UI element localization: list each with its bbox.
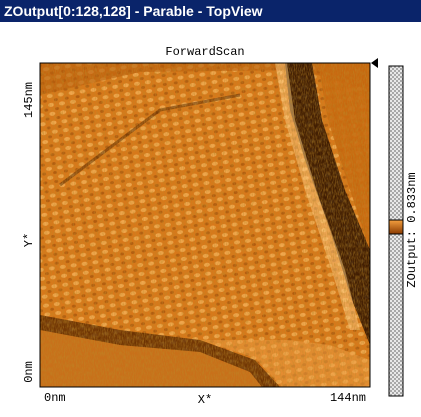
view: ZOutput[0:128,128] - Parable - TopView F… (0, 0, 421, 417)
plot-title: ForwardScan (165, 45, 244, 59)
scan-image (40, 63, 370, 387)
y-axis-label: Y* (22, 233, 36, 247)
x-right-label: 144nm (330, 391, 366, 405)
colorbar-marker[interactable] (389, 220, 403, 234)
x-axis-label: X* (198, 393, 212, 407)
window-title: ZOutput[0:128,128] - Parable - TopView (4, 3, 263, 19)
x-left-label: 0nm (44, 391, 66, 405)
y-top-label: 145nm (22, 82, 36, 118)
window: ZOutput[0:128,128] - Parable - TopView F… (0, 0, 421, 417)
marker (371, 58, 378, 68)
y-bottom-label: 0nm (22, 361, 36, 383)
colorbar-label: ZOutput: 0.833nm (405, 172, 419, 287)
